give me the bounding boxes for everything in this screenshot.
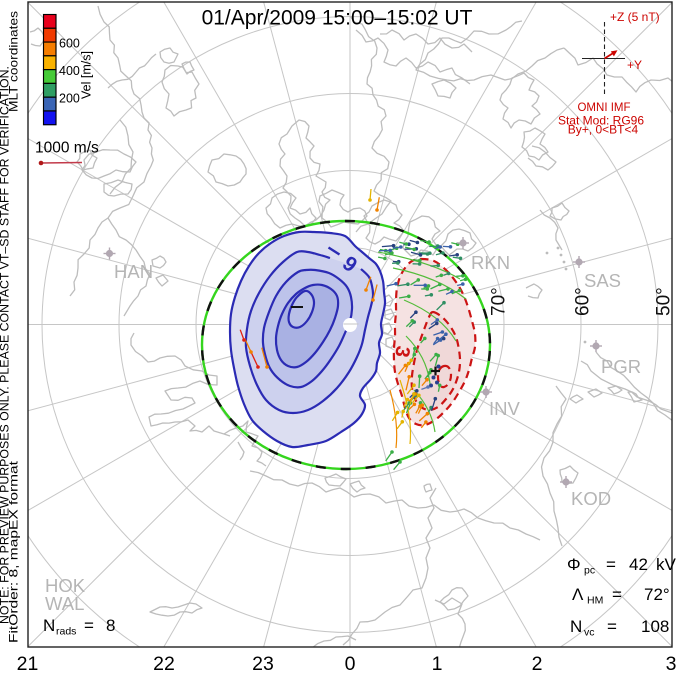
svg-text:HAN: HAN [114,261,153,282]
svg-text:1: 1 [432,653,443,674]
svg-text:50°: 50° [654,287,675,316]
svg-text:0: 0 [345,653,356,674]
svg-text:By+, 0<BT<4: By+, 0<BT<4 [568,123,639,137]
svg-text:200: 200 [59,91,80,105]
svg-text:NOTE: FOR PREVIEW PURPOSES ONL: NOTE: FOR PREVIEW PURPOSES ONLY. PLEASE … [0,66,12,624]
svg-text:WAL: WAL [45,593,84,614]
svg-text:1000 m/s: 1000 m/s [35,140,99,157]
svg-text:INV: INV [489,398,521,419]
svg-text:OMNI IMF: OMNI IMF [577,102,630,114]
svg-text:Nvc =108: Nvc = 108 [570,617,669,639]
svg-text:60°: 60° [573,287,594,316]
svg-text:3: 3 [390,344,414,359]
svg-text:Stat Mod: RG96: Stat Mod: RG96 [558,114,644,128]
svg-text:22: 22 [153,653,175,674]
svg-text:HOK: HOK [45,575,86,596]
svg-text:+Y: +Y [627,58,642,72]
svg-text:SAS: SAS [584,270,621,291]
svg-text:MLT coordinates: MLT coordinates [7,11,21,112]
svg-text:Nrads =8: Nrads = 8 [43,616,115,638]
svg-text:600: 600 [59,36,80,50]
svg-text:01/Apr/2009 15:00–15:02 UT: 01/Apr/2009 15:00–15:02 UT [202,7,473,30]
svg-text:21: 21 [17,653,39,674]
svg-text:RKN: RKN [471,252,510,273]
svg-text:FitOrder: 8, mapEX format: FitOrder: 8, mapEX format [7,460,21,643]
svg-text:70°: 70° [489,287,510,316]
svg-text:+Z (5 nT): +Z (5 nT) [610,10,660,24]
svg-text:23: 23 [252,653,274,674]
svg-text:2: 2 [532,653,543,674]
svg-text:ΛHM =72°: Λ HM = 72° [572,585,670,607]
svg-text:KOD: KOD [571,488,611,509]
svg-text:Vel [m/s]: Vel [m/s] [80,51,94,99]
svg-text:3: 3 [666,653,677,674]
svg-text:400: 400 [59,64,80,78]
svg-text:PGR: PGR [601,356,641,377]
